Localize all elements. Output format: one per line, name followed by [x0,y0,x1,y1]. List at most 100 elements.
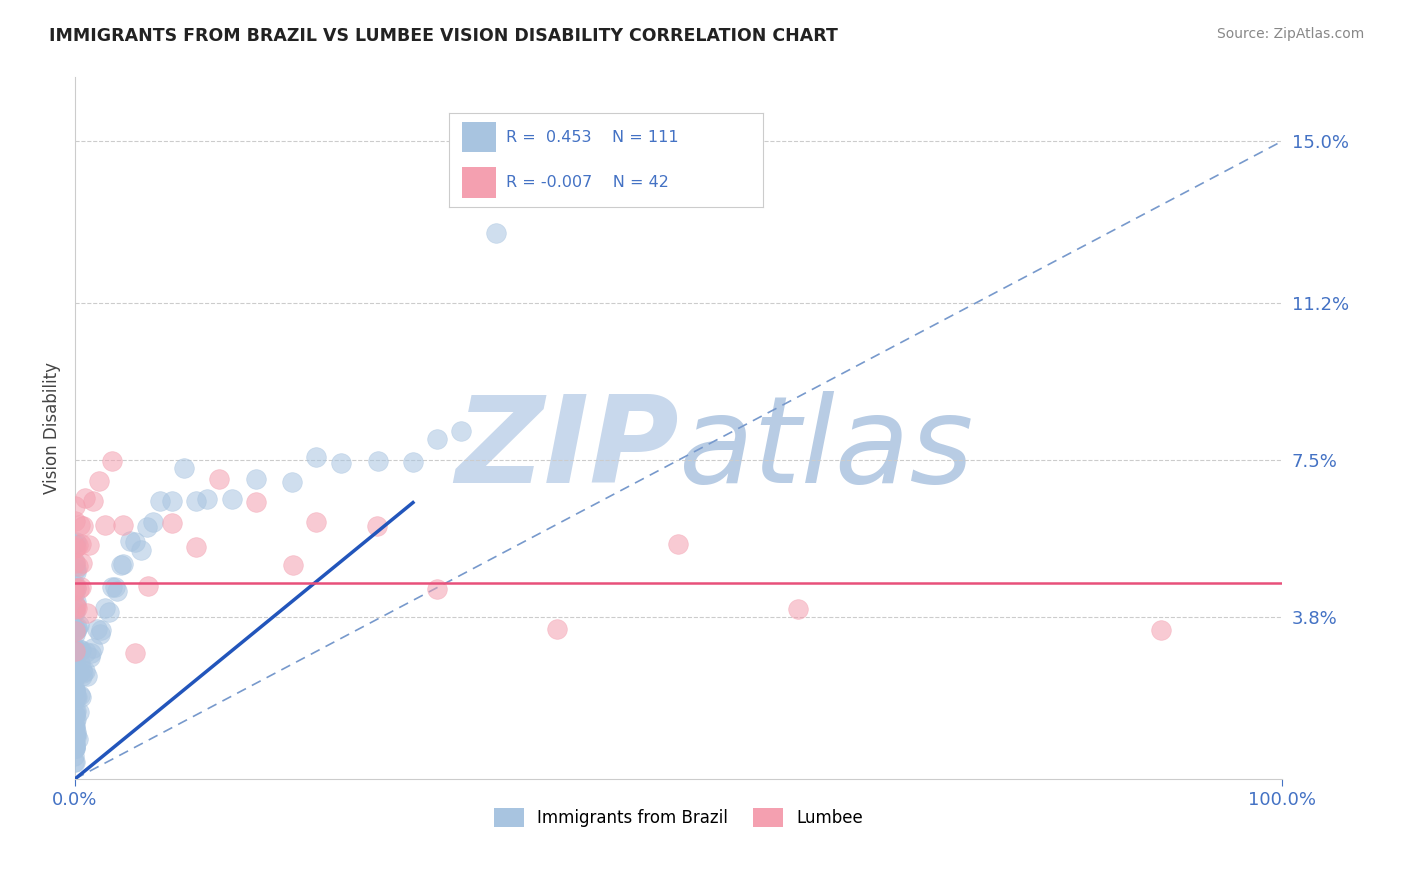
Point [65,599,87,614]
Text: Source: ZipAtlas.com: Source: ZipAtlas.com [1216,27,1364,41]
Point [66,620,89,634]
Point [63,727,86,741]
Point [72,666,94,681]
Point [63,755,86,769]
Point [80,646,103,660]
Point [63,597,86,611]
Point [66,690,89,704]
Point [787,602,810,616]
Point [366,518,388,533]
Point [63,537,86,551]
Point [136,579,159,593]
Point [63,720,86,734]
Point [65,725,87,739]
Point [112,517,135,532]
Point [173,461,195,475]
Point [63,714,86,729]
Point [67,582,90,596]
Y-axis label: Vision Disability: Vision Disability [44,362,60,494]
Point [69,642,91,657]
Point [142,515,165,529]
Point [63,729,86,743]
Point [82,494,104,508]
Point [65,595,87,609]
Point [65,662,87,676]
Point [63,737,86,751]
Point [65,721,87,735]
Point [63,755,86,769]
Point [66,643,89,657]
Point [65,690,87,704]
Point [63,558,86,573]
Point [184,493,207,508]
Point [184,540,207,554]
Point [63,719,86,733]
Point [65,581,87,595]
Point [63,741,86,756]
Point [221,492,243,507]
Point [63,684,86,698]
Point [63,646,86,660]
Point [69,688,91,702]
Point [329,456,352,470]
Point [402,455,425,469]
Point [94,518,117,533]
Point [77,538,100,552]
Point [63,583,86,598]
Point [63,624,86,638]
Point [69,580,91,594]
Point [65,623,87,637]
Point [66,538,89,552]
Point [86,623,108,637]
Point [104,581,127,595]
Point [63,537,86,551]
Point [63,708,86,723]
Point [90,623,112,637]
Point [63,605,86,619]
Point [101,453,124,467]
Point [70,663,93,677]
Point [63,644,86,658]
Point [450,424,472,438]
Point [63,669,86,683]
Point [367,454,389,468]
Point [63,649,86,664]
Point [100,580,122,594]
Point [72,519,94,533]
Point [112,558,135,572]
Point [546,622,568,636]
Point [1150,623,1173,637]
Point [65,578,87,592]
Text: IMMIGRANTS FROM BRAZIL VS LUMBEE VISION DISABILITY CORRELATION CHART: IMMIGRANTS FROM BRAZIL VS LUMBEE VISION … [49,27,838,45]
Point [63,646,86,660]
Point [66,643,89,657]
Point [124,534,146,549]
Point [124,646,146,660]
Point [162,516,184,530]
Point [65,582,87,596]
Point [129,542,152,557]
Point [87,474,110,488]
Point [63,737,86,751]
Point [63,514,86,528]
Point [305,516,328,530]
Point [65,741,87,756]
Point [70,669,93,683]
Point [118,534,141,549]
Point [65,730,87,744]
Point [105,584,128,599]
Point [66,622,89,636]
Point [426,582,449,596]
Point [208,472,231,486]
Point [76,668,98,682]
Point [281,558,304,572]
Point [76,606,98,620]
Point [305,450,328,465]
Point [70,537,93,551]
Point [149,493,172,508]
Point [668,537,690,551]
Point [63,626,86,640]
Point [67,558,90,573]
Point [65,541,87,555]
Point [93,600,115,615]
